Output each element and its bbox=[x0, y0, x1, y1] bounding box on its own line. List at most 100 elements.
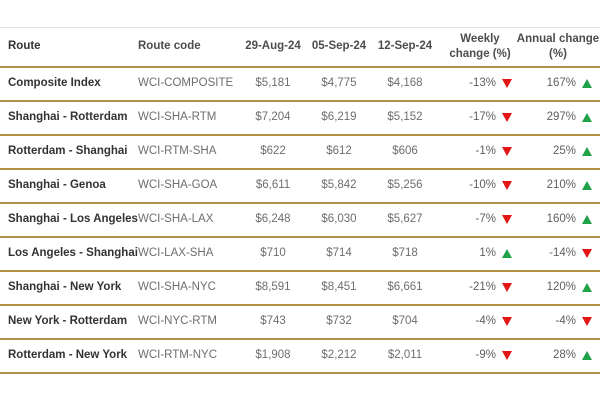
weekly-change-value: -1% bbox=[475, 145, 496, 158]
price-cell: $606 bbox=[392, 145, 418, 158]
weekly-trend-icon bbox=[502, 317, 512, 327]
price-cell: $6,248 bbox=[255, 213, 291, 226]
table-header-row: Route Route code 29-Aug-24 05-Sep-24 12-… bbox=[0, 27, 600, 68]
price-cell: $622 bbox=[260, 145, 286, 158]
route-code-cell: WCI-SHA-NYC bbox=[138, 281, 216, 294]
weekly-change-value: -21% bbox=[469, 281, 496, 294]
route-cell: Los Angeles - Shanghai bbox=[8, 247, 138, 260]
weekly-change-cell: -1% bbox=[438, 145, 516, 159]
route-code-cell: WCI-NYC-RTM bbox=[138, 315, 217, 328]
price-cell: $6,611 bbox=[255, 179, 291, 192]
annual-change-value: 28% bbox=[552, 349, 576, 362]
weekly-change-cell: -9% bbox=[438, 349, 516, 363]
annual-change-cell: 167% bbox=[516, 77, 600, 91]
route-code-cell: WCI-SHA-LAX bbox=[138, 213, 214, 226]
annual-trend-icon bbox=[582, 249, 592, 259]
price-cell: $4,775 bbox=[321, 77, 357, 90]
weekly-trend-icon bbox=[502, 249, 512, 259]
price-cell: $2,212 bbox=[321, 349, 357, 362]
weekly-change-value: -9% bbox=[475, 349, 496, 362]
table-row: Shanghai - Los Angeles WCI-SHA-LAX $6,24… bbox=[0, 204, 600, 238]
annual-trend-icon bbox=[582, 351, 592, 361]
header-route: Route bbox=[8, 40, 41, 53]
weekly-change-value: 1% bbox=[479, 247, 496, 260]
annual-change-cell: 25% bbox=[516, 145, 600, 159]
price-cell: $8,591 bbox=[255, 281, 291, 294]
header-route-code: Route code bbox=[138, 40, 201, 53]
annual-change-value: 160% bbox=[546, 213, 576, 226]
table-row: Composite Index WCI-COMPOSITE $5,181 $4,… bbox=[0, 68, 600, 102]
route-cell: Shanghai - Rotterdam bbox=[8, 111, 128, 124]
weekly-change-cell: -17% bbox=[438, 111, 516, 125]
annual-change-cell: 28% bbox=[516, 349, 600, 363]
price-cell: $5,152 bbox=[387, 111, 423, 124]
route-cell: New York - Rotterdam bbox=[8, 315, 128, 328]
weekly-change-cell: -13% bbox=[438, 77, 516, 91]
weekly-trend-icon bbox=[502, 215, 512, 225]
weekly-change-cell: -10% bbox=[438, 179, 516, 193]
route-cell: Shanghai - New York bbox=[8, 281, 122, 294]
annual-change-value: -4% bbox=[555, 315, 576, 328]
weekly-change-cell: 1% bbox=[438, 247, 516, 261]
annual-change-value: 120% bbox=[546, 281, 576, 294]
weekly-change-value: -10% bbox=[469, 179, 496, 192]
price-cell: $5,181 bbox=[255, 77, 291, 90]
price-cell: $743 bbox=[260, 315, 286, 328]
freight-rates-table: Route Route code 29-Aug-24 05-Sep-24 12-… bbox=[0, 27, 600, 374]
header-date-3: 12-Sep-24 bbox=[377, 40, 433, 53]
price-cell: $6,661 bbox=[387, 281, 423, 294]
weekly-trend-icon bbox=[502, 283, 512, 293]
weekly-trend-icon bbox=[502, 351, 512, 361]
table-row: Shanghai - New York WCI-SHA-NYC $8,591 $… bbox=[0, 272, 600, 306]
annual-change-value: 210% bbox=[546, 179, 576, 192]
price-cell: $5,256 bbox=[387, 179, 423, 192]
annual-change-value: 25% bbox=[552, 145, 576, 158]
route-code-cell: WCI-RTM-SHA bbox=[138, 145, 217, 158]
header-weekly-change: Weekly change (%) bbox=[449, 33, 511, 60]
price-cell: $5,842 bbox=[321, 179, 357, 192]
route-cell: Composite Index bbox=[8, 77, 101, 90]
weekly-change-value: -13% bbox=[469, 77, 496, 90]
weekly-trend-icon bbox=[502, 147, 512, 157]
annual-trend-icon bbox=[582, 147, 592, 157]
route-code-cell: WCI-SHA-RTM bbox=[138, 111, 217, 124]
annual-change-cell: 210% bbox=[516, 179, 600, 193]
annual-change-cell: -14% bbox=[516, 247, 600, 261]
annual-trend-icon bbox=[582, 283, 592, 293]
annual-change-cell: -4% bbox=[516, 315, 600, 329]
annual-trend-icon bbox=[582, 79, 592, 89]
price-cell: $710 bbox=[260, 247, 286, 260]
route-cell: Shanghai - Genoa bbox=[8, 179, 106, 192]
route-code-cell: WCI-LAX-SHA bbox=[138, 247, 214, 260]
route-code-cell: WCI-SHA-GOA bbox=[138, 179, 218, 192]
price-cell: $6,030 bbox=[321, 213, 357, 226]
price-cell: $7,204 bbox=[255, 111, 291, 124]
route-code-cell: WCI-RTM-NYC bbox=[138, 349, 217, 362]
annual-change-cell: 297% bbox=[516, 111, 600, 125]
annual-change-value: -14% bbox=[549, 247, 576, 260]
annual-trend-icon bbox=[582, 181, 592, 191]
annual-change-value: 297% bbox=[546, 111, 576, 124]
weekly-change-cell: -21% bbox=[438, 281, 516, 295]
annual-trend-icon bbox=[582, 215, 592, 225]
price-cell: $718 bbox=[392, 247, 418, 260]
price-cell: $612 bbox=[326, 145, 352, 158]
header-date-2: 05-Sep-24 bbox=[311, 40, 367, 53]
price-cell: $714 bbox=[326, 247, 352, 260]
table-row: Rotterdam - Shanghai WCI-RTM-SHA $622 $6… bbox=[0, 136, 600, 170]
weekly-change-value: -17% bbox=[469, 111, 496, 124]
price-cell: $4,168 bbox=[387, 77, 423, 90]
annual-trend-icon bbox=[582, 113, 592, 123]
price-cell: $732 bbox=[326, 315, 352, 328]
weekly-change-value: -7% bbox=[475, 213, 496, 226]
route-cell: Rotterdam - Shanghai bbox=[8, 145, 128, 158]
annual-change-cell: 160% bbox=[516, 213, 600, 227]
price-cell: $704 bbox=[392, 315, 418, 328]
price-cell: $1,908 bbox=[255, 349, 291, 362]
table-row: Los Angeles - Shanghai WCI-LAX-SHA $710 … bbox=[0, 238, 600, 272]
weekly-change-value: -4% bbox=[475, 315, 496, 328]
weekly-change-cell: -7% bbox=[438, 213, 516, 227]
weekly-change-cell: -4% bbox=[438, 315, 516, 329]
price-cell: $8,451 bbox=[321, 281, 357, 294]
annual-change-value: 167% bbox=[546, 77, 576, 90]
